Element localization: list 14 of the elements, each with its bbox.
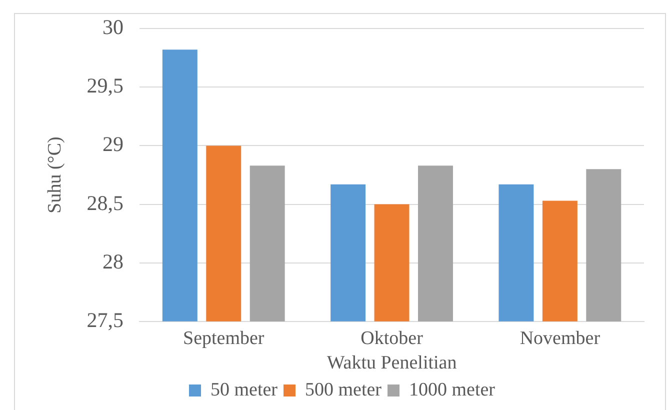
x-axis-title: Waktu Penelitian — [326, 352, 458, 374]
y-tick-label: 28,5 — [86, 190, 124, 215]
x-tick-label: November — [520, 328, 601, 349]
y-axis-title: Suhu (°C) — [44, 136, 66, 214]
y-tick-label: 28 — [102, 249, 124, 274]
y-tick-label: 30 — [102, 15, 124, 40]
legend-label: 1000 meter — [409, 379, 496, 400]
legend-label: 50 meter — [210, 379, 278, 400]
legend-label: 500 meter — [305, 379, 382, 400]
x-tick-label: Oktober — [360, 328, 424, 349]
y-tick-label: 27,5 — [86, 308, 124, 332]
y-tick-label: 29,5 — [86, 74, 124, 98]
x-tick-label: September — [182, 328, 265, 349]
y-tick-label: 29 — [102, 132, 124, 156]
